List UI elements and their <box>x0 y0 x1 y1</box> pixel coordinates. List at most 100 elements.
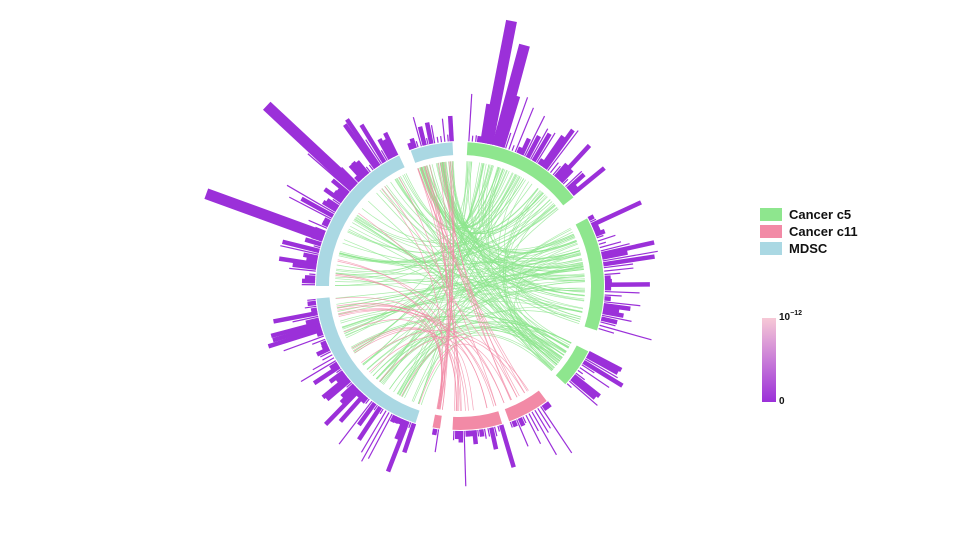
chord-link <box>518 242 581 268</box>
sector-cancer-c5-2 <box>555 345 589 385</box>
chord-link <box>366 287 585 370</box>
histogram-bar <box>323 388 361 427</box>
histogram-bar <box>345 118 381 168</box>
chord-link <box>482 164 577 254</box>
chord-link <box>520 265 584 320</box>
histogram-bar <box>602 250 658 262</box>
histogram-bar <box>436 136 439 143</box>
chord-link <box>336 302 445 410</box>
histogram-bar <box>430 125 436 144</box>
histogram-bar <box>302 252 319 260</box>
chord-link <box>485 165 581 260</box>
histogram-bar <box>365 139 382 165</box>
chord-link <box>372 281 585 376</box>
chord-link <box>339 300 583 322</box>
chord-link <box>338 174 518 262</box>
histogram-bar <box>292 262 317 270</box>
histogram-bar <box>575 372 586 381</box>
histogram-bar <box>330 178 350 196</box>
histogram-bar <box>556 143 592 181</box>
histogram-bar <box>300 196 335 219</box>
histogram-bar <box>585 353 619 375</box>
histogram-bar <box>389 414 398 424</box>
chord-link <box>511 319 570 365</box>
chord-link <box>336 264 584 278</box>
histogram-bar <box>425 138 429 145</box>
histogram-bar <box>511 145 515 151</box>
chord-link <box>424 165 512 401</box>
histogram-bar <box>440 135 443 143</box>
histogram-bar <box>476 135 483 143</box>
histogram-bar <box>346 382 353 388</box>
chord-link <box>443 161 582 262</box>
histogram-bar <box>325 378 352 402</box>
histogram-bar <box>409 137 417 149</box>
histogram-bar <box>323 187 344 204</box>
chord-link <box>470 161 563 358</box>
histogram-bar <box>581 364 595 374</box>
sector-mdsc-6 <box>316 297 420 423</box>
chord-link <box>504 195 554 370</box>
chord-link <box>337 259 469 411</box>
chord-link <box>417 168 526 394</box>
chord-link <box>338 309 497 406</box>
chord-link <box>418 176 521 404</box>
chord-link <box>335 247 580 283</box>
sector-cancer-c11-3 <box>504 390 547 422</box>
histogram-bar-major <box>492 43 530 148</box>
chord-link <box>515 243 578 352</box>
histogram-bar <box>604 267 634 272</box>
histogram-bar <box>463 430 467 487</box>
sector-cancer-c11-5 <box>432 414 442 429</box>
chord-link <box>379 189 585 302</box>
histogram-bar <box>338 393 366 423</box>
chord-link <box>417 208 559 404</box>
histogram-bar <box>519 137 532 156</box>
chord-link <box>336 250 580 309</box>
histogram-bar <box>603 263 634 269</box>
histogram-bar <box>292 315 319 323</box>
histogram-bar <box>323 217 331 225</box>
chord-link <box>498 177 562 360</box>
histogram-bar <box>468 93 473 142</box>
histogram-bar <box>598 327 615 334</box>
histogram-bar <box>408 422 412 429</box>
chord-link <box>381 188 443 409</box>
color-scale-min-label: 0 <box>779 396 785 407</box>
histogram-bar <box>325 198 340 210</box>
chord-link <box>335 272 585 292</box>
histogram-bars <box>204 19 658 487</box>
chord-link <box>366 253 581 370</box>
histogram-bar <box>373 404 378 411</box>
histogram-bar <box>602 309 624 318</box>
chord-link <box>488 166 585 297</box>
legend: Cancer c5 Cancer c11 MDSC <box>760 207 858 256</box>
histogram-bar <box>603 254 655 267</box>
histogram-bar <box>360 410 387 453</box>
chord-link <box>504 181 585 276</box>
chord-link <box>336 304 495 407</box>
histogram-bar <box>312 338 326 345</box>
legend-swatch-cancer-c11 <box>760 225 782 238</box>
chord-link <box>335 273 443 410</box>
histogram-bar <box>361 412 390 462</box>
histogram-bar <box>497 425 500 432</box>
histogram-bar <box>594 229 606 237</box>
histogram-bar <box>382 138 396 159</box>
histogram-bar <box>357 401 377 427</box>
histogram-bar <box>365 166 371 173</box>
histogram-bar <box>447 115 454 142</box>
histogram-bar <box>540 134 566 168</box>
histogram-bar <box>531 132 552 163</box>
histogram-bar <box>307 298 316 301</box>
chord-link <box>424 166 449 410</box>
histogram-bar <box>383 131 399 157</box>
histogram-bar <box>412 117 422 147</box>
histogram-bar <box>587 214 595 222</box>
histogram-bar <box>522 416 527 424</box>
histogram-bar <box>604 290 640 294</box>
histogram-bar <box>603 302 631 311</box>
chord-link <box>437 161 455 410</box>
histogram-bar <box>562 178 569 185</box>
